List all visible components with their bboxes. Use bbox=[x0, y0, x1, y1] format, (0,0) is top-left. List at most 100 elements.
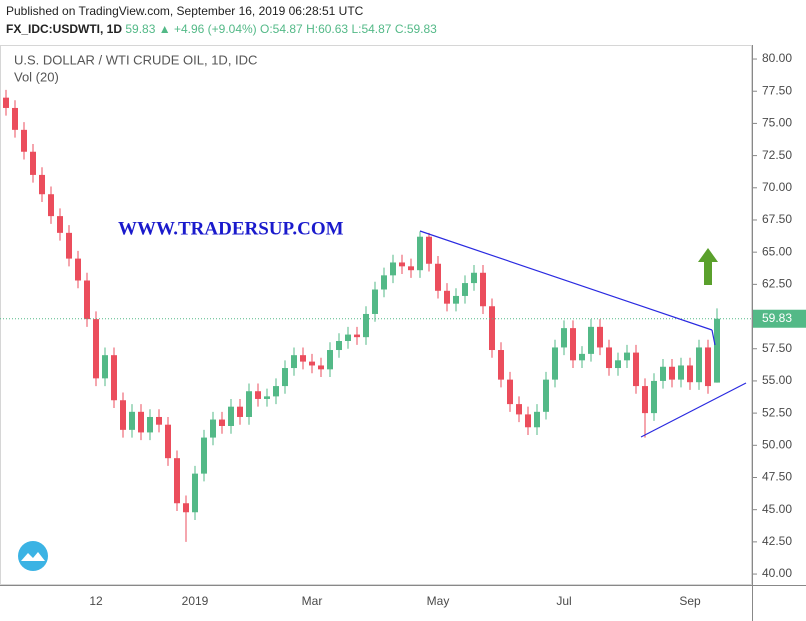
candle-body bbox=[714, 318, 720, 383]
y-tick-label: 47.50 bbox=[762, 470, 792, 484]
y-tick-label: 45.00 bbox=[762, 502, 792, 516]
candle-body bbox=[453, 295, 459, 304]
candle-body bbox=[561, 328, 567, 348]
candle-body bbox=[219, 419, 225, 426]
x-tick-label: 2019 bbox=[182, 594, 209, 608]
candle-body bbox=[660, 366, 666, 381]
candle-body bbox=[156, 416, 162, 425]
candle-body bbox=[471, 272, 477, 284]
symbol: FX_IDC:USDWTI, 1D bbox=[6, 22, 122, 36]
candle-body bbox=[426, 236, 432, 264]
candle-body bbox=[12, 107, 18, 130]
candle-body bbox=[309, 361, 315, 366]
candle-body bbox=[579, 353, 585, 361]
candle-body bbox=[552, 347, 558, 380]
candle-body bbox=[489, 306, 495, 351]
plot bbox=[0, 89, 752, 542]
candle-body bbox=[417, 236, 423, 271]
candle-body bbox=[372, 289, 378, 314]
y-tick-label: 70.00 bbox=[762, 180, 792, 194]
candle-body bbox=[543, 379, 549, 412]
tv-logo[interactable] bbox=[18, 541, 48, 571]
candle-body bbox=[570, 328, 576, 361]
candle-body bbox=[48, 194, 54, 217]
x-tick-label: May bbox=[427, 594, 450, 608]
y-tick-label: 75.00 bbox=[762, 116, 792, 130]
candle-body bbox=[624, 352, 630, 361]
candle-body bbox=[39, 174, 45, 195]
candle-body bbox=[390, 262, 396, 276]
candle-body bbox=[408, 266, 414, 271]
published-note: Published on TradingView.com, September … bbox=[6, 4, 364, 18]
candle-body bbox=[435, 263, 441, 291]
candle-body bbox=[696, 347, 702, 383]
plot-frame bbox=[0, 45, 752, 585]
candle-body bbox=[705, 347, 711, 387]
price-change: ▲ +4.96 (+9.04%) bbox=[159, 22, 257, 36]
candle-body bbox=[246, 391, 252, 417]
candle-body bbox=[291, 355, 297, 369]
candle-body bbox=[534, 411, 540, 428]
candle-body bbox=[282, 368, 288, 387]
last-price-tag bbox=[753, 309, 806, 328]
ohlc-open: O:54.87 bbox=[260, 22, 303, 36]
watermark: WWW.TRADERSUP.COM bbox=[118, 218, 344, 239]
candle-body bbox=[30, 151, 36, 175]
x-tick-label: Sep bbox=[679, 594, 701, 608]
candle-body bbox=[165, 424, 171, 459]
symbol-legend: FX_IDC:USDWTI, 1D 59.83 ▲ +4.96 (+9.04%)… bbox=[6, 22, 437, 36]
y-tick-label: 65.00 bbox=[762, 244, 792, 258]
candle-body bbox=[444, 290, 450, 304]
candle-body bbox=[354, 334, 360, 338]
candle-body bbox=[651, 380, 657, 414]
candle-body bbox=[192, 473, 198, 513]
y-tick-label: 57.50 bbox=[762, 341, 792, 355]
candle-body bbox=[516, 404, 522, 415]
ohlc-high: H:60.63 bbox=[306, 22, 348, 36]
y-tick-label: 67.50 bbox=[762, 212, 792, 226]
candle-body bbox=[336, 341, 342, 351]
trendline-join bbox=[711, 329, 716, 346]
y-tick-label: 50.00 bbox=[762, 437, 792, 451]
candle-body bbox=[399, 262, 405, 267]
candle-body bbox=[120, 400, 126, 430]
candle-body bbox=[345, 334, 351, 342]
candle-body bbox=[237, 406, 243, 417]
y-tick-label: 40.00 bbox=[762, 566, 792, 580]
candle-body bbox=[498, 350, 504, 380]
candle-body bbox=[138, 411, 144, 433]
trendline-lower bbox=[640, 382, 747, 438]
candle-body bbox=[300, 355, 306, 362]
candle-body bbox=[327, 350, 333, 370]
candle-body bbox=[633, 352, 639, 387]
ohlc-low: L:54.87 bbox=[351, 22, 391, 36]
candle-body bbox=[66, 232, 72, 259]
x-tick-label: Mar bbox=[302, 594, 323, 608]
candle-body bbox=[588, 326, 594, 354]
candle-body bbox=[183, 503, 189, 513]
candle-body bbox=[102, 355, 108, 379]
last-price: 59.83 bbox=[125, 22, 155, 36]
y-tick-label: 77.50 bbox=[762, 83, 792, 97]
candle-body bbox=[129, 411, 135, 430]
candle-body bbox=[111, 355, 117, 401]
y-tick-label: 42.50 bbox=[762, 534, 792, 548]
candle-body bbox=[363, 313, 369, 338]
ohlc-close: C:59.83 bbox=[395, 22, 437, 36]
candle-body bbox=[3, 97, 9, 108]
candle-body bbox=[669, 366, 675, 380]
candle-body bbox=[615, 360, 621, 369]
candle-body bbox=[84, 280, 90, 320]
y-tick-label: 62.50 bbox=[762, 277, 792, 291]
candle-body bbox=[57, 216, 63, 233]
candle-body bbox=[597, 326, 603, 348]
y-tick-label: 55.00 bbox=[762, 373, 792, 387]
candle-body bbox=[174, 458, 180, 504]
candle-body bbox=[525, 414, 531, 428]
y-tick-label: 72.50 bbox=[762, 148, 792, 162]
candle-body bbox=[201, 437, 207, 474]
candle-body bbox=[381, 275, 387, 290]
candle-body bbox=[264, 396, 270, 399]
